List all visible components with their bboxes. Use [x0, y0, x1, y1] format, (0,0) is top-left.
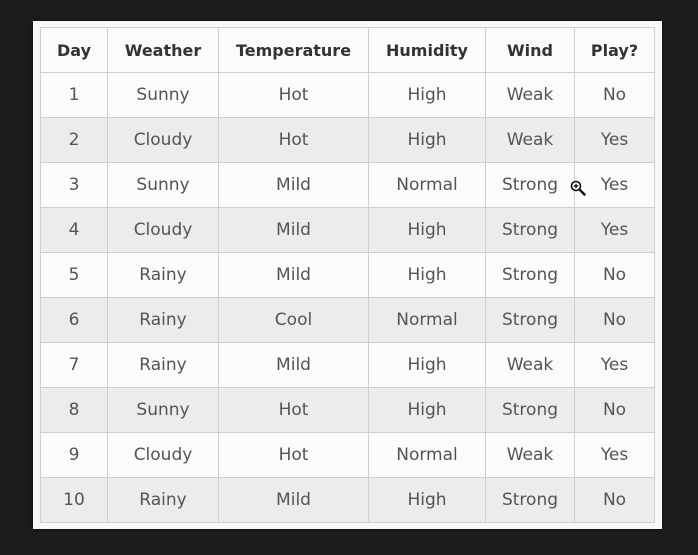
cell-temperature: Mild	[218, 252, 369, 298]
cell-wind: Weak	[485, 72, 575, 118]
column-header-day: Day	[40, 27, 108, 73]
cell-play: Yes	[574, 207, 655, 253]
column-header-temperature: Temperature	[218, 27, 369, 73]
cell-temperature: Hot	[218, 117, 369, 163]
cell-day: 8	[40, 387, 108, 433]
cell-wind: Weak	[485, 342, 575, 388]
cell-play: Yes	[574, 162, 655, 208]
cell-day: 1	[40, 72, 108, 118]
cell-day: 6	[40, 297, 108, 343]
table-row: 6 Rainy Cool Normal Strong No	[40, 297, 655, 343]
cell-day: 9	[40, 432, 108, 478]
header-row: Day Weather Temperature Humidity Wind Pl…	[40, 27, 655, 73]
cell-humidity: High	[368, 72, 486, 118]
cell-weather: Rainy	[107, 297, 219, 343]
table-row: 5 Rainy Mild High Strong No	[40, 252, 655, 298]
cell-play: No	[574, 297, 655, 343]
cell-wind: Weak	[485, 432, 575, 478]
cell-play: No	[574, 252, 655, 298]
table-row: 7 Rainy Mild High Weak Yes	[40, 342, 655, 388]
cell-play: Yes	[574, 432, 655, 478]
cell-day: 2	[40, 117, 108, 163]
cell-day: 5	[40, 252, 108, 298]
column-header-weather: Weather	[107, 27, 219, 73]
cell-wind: Strong	[485, 477, 575, 523]
cell-humidity: High	[368, 477, 486, 523]
table-row: 4 Cloudy Mild High Strong Yes	[40, 207, 655, 253]
cell-wind: Strong	[485, 252, 575, 298]
cell-humidity: High	[368, 117, 486, 163]
table-panel: Day Weather Temperature Humidity Wind Pl…	[33, 21, 662, 529]
cell-temperature: Hot	[218, 72, 369, 118]
cell-humidity: Normal	[368, 432, 486, 478]
column-header-humidity: Humidity	[368, 27, 486, 73]
cell-wind: Strong	[485, 387, 575, 433]
cell-wind: Strong	[485, 207, 575, 253]
cell-weather: Sunny	[107, 72, 219, 118]
cell-temperature: Mild	[218, 207, 369, 253]
cell-play: Yes	[574, 117, 655, 163]
cell-temperature: Cool	[218, 297, 369, 343]
cell-humidity: Normal	[368, 162, 486, 208]
table-row: 10 Rainy Mild High Strong No	[40, 477, 655, 523]
cell-humidity: Normal	[368, 297, 486, 343]
cell-weather: Cloudy	[107, 207, 219, 253]
cell-temperature: Mild	[218, 342, 369, 388]
cell-weather: Sunny	[107, 162, 219, 208]
cell-weather: Cloudy	[107, 432, 219, 478]
cell-play: No	[574, 72, 655, 118]
cell-temperature: Hot	[218, 387, 369, 433]
cell-temperature: Mild	[218, 477, 369, 523]
cell-day: 4	[40, 207, 108, 253]
cell-wind: Weak	[485, 117, 575, 163]
cell-temperature: Hot	[218, 432, 369, 478]
cell-play: No	[574, 477, 655, 523]
weather-play-table: Day Weather Temperature Humidity Wind Pl…	[40, 27, 655, 523]
table-row: 3 Sunny Mild Normal Strong Yes	[40, 162, 655, 208]
table-row: 9 Cloudy Hot Normal Weak Yes	[40, 432, 655, 478]
cell-wind: Strong	[485, 297, 575, 343]
cell-weather: Rainy	[107, 477, 219, 523]
cell-humidity: High	[368, 207, 486, 253]
cell-play: Yes	[574, 342, 655, 388]
cell-weather: Rainy	[107, 252, 219, 298]
cell-humidity: High	[368, 387, 486, 433]
table-row: 2 Cloudy Hot High Weak Yes	[40, 117, 655, 163]
cell-day: 3	[40, 162, 108, 208]
cell-wind: Strong	[485, 162, 575, 208]
table-row: 1 Sunny Hot High Weak No	[40, 72, 655, 118]
cell-day: 10	[40, 477, 108, 523]
cell-day: 7	[40, 342, 108, 388]
table-row: 8 Sunny Hot High Strong No	[40, 387, 655, 433]
column-header-play: Play?	[574, 27, 655, 73]
cell-weather: Cloudy	[107, 117, 219, 163]
cell-weather: Sunny	[107, 387, 219, 433]
zoom-in-icon	[570, 180, 586, 196]
cell-humidity: High	[368, 252, 486, 298]
cell-temperature: Mild	[218, 162, 369, 208]
cell-humidity: High	[368, 342, 486, 388]
cell-weather: Rainy	[107, 342, 219, 388]
cell-play: No	[574, 387, 655, 433]
column-header-wind: Wind	[485, 27, 575, 73]
